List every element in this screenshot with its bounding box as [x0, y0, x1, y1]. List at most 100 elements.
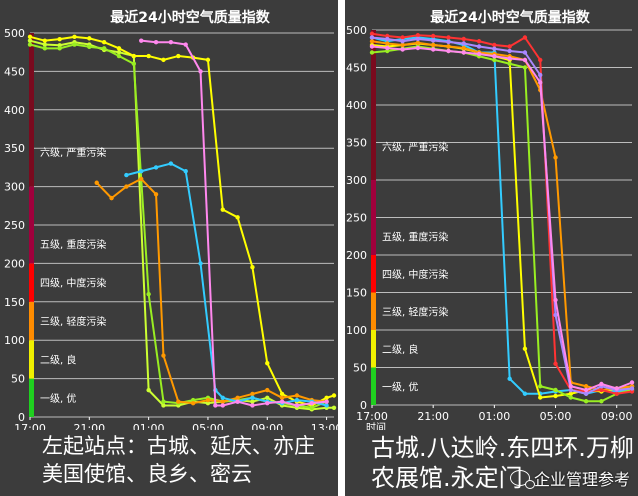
aqi-level-label: 二级, 良	[382, 343, 418, 356]
data-point	[146, 53, 151, 59]
aqi-level-band	[29, 340, 34, 379]
data-point	[369, 35, 375, 40]
data-point	[139, 169, 144, 174]
y-tick-label: 200	[4, 257, 25, 270]
aqi-level-label: 五级, 重度污染	[382, 230, 448, 243]
data-point	[507, 48, 512, 54]
data-point	[42, 38, 48, 43]
y-tick-label: 350	[346, 137, 367, 150]
data-point	[522, 35, 528, 40]
data-point	[161, 57, 166, 63]
data-point	[176, 399, 181, 404]
data-point	[461, 45, 466, 51]
data-point	[446, 35, 451, 40]
y-tick-label: 250	[4, 219, 25, 232]
x-tick-label: 09:00	[251, 422, 283, 430]
aqi-level-band	[371, 255, 376, 293]
data-point	[446, 48, 451, 54]
data-point	[538, 384, 543, 389]
data-point	[87, 36, 92, 41]
aqi-level-band	[371, 330, 376, 368]
data-point	[568, 387, 574, 393]
data-point	[583, 384, 589, 389]
data-point	[446, 39, 451, 45]
x-tick-label: 05:00	[540, 410, 572, 423]
data-point	[507, 56, 512, 61]
data-point	[599, 399, 604, 404]
y-tick-label: 500	[4, 27, 25, 40]
series-line	[141, 39, 327, 407]
data-point	[553, 297, 558, 303]
data-point	[205, 397, 211, 403]
data-point	[176, 53, 181, 59]
data-point	[265, 400, 270, 406]
series-line	[371, 36, 633, 395]
y-tick-label: 250	[346, 212, 367, 225]
y-tick-label: 400	[346, 99, 367, 112]
x-tick-label: 13:00	[311, 422, 338, 430]
data-point	[522, 346, 528, 351]
data-point	[430, 42, 436, 48]
data-point	[400, 47, 405, 52]
y-tick-label: 400	[4, 104, 25, 117]
data-point	[161, 403, 166, 408]
data-point	[205, 57, 211, 63]
data-point	[599, 387, 604, 393]
data-point	[538, 80, 543, 85]
x-axis-label: 时间	[366, 421, 386, 430]
y-tick-label: 100	[346, 324, 367, 337]
aqi-level-label: 二级, 良	[40, 353, 76, 366]
data-point	[507, 61, 512, 66]
data-point	[553, 312, 558, 318]
data-point	[309, 405, 314, 410]
data-point	[476, 39, 482, 44]
data-point	[583, 387, 589, 393]
data-point	[27, 38, 33, 43]
chart-panel-right: 最近24小时空气质量指数 0 50 100 150 200 250 300 350 400 450 5…	[345, 0, 638, 496]
series-line	[96, 177, 327, 405]
data-point	[190, 397, 196, 403]
data-point	[476, 44, 482, 49]
data-point	[161, 399, 166, 404]
data-point	[198, 261, 203, 266]
data-point	[213, 403, 218, 408]
data-point	[161, 353, 166, 358]
data-point	[331, 405, 337, 410]
data-point	[250, 265, 255, 270]
data-point	[309, 400, 314, 406]
y-tick-label: 100	[4, 334, 25, 347]
data-point	[599, 381, 604, 387]
x-tick-label: 01:00	[133, 422, 165, 430]
chart-title: 最近24小时空气质量指数	[430, 9, 590, 26]
data-point	[250, 403, 255, 408]
data-point	[220, 395, 225, 400]
aqi-level-band	[371, 30, 376, 180]
data-point	[190, 400, 196, 406]
y-tick-label: 300	[346, 174, 367, 187]
data-point	[124, 184, 129, 189]
data-point	[72, 42, 77, 47]
data-point	[146, 291, 151, 297]
y-tick-label: 200	[346, 249, 367, 262]
data-point	[476, 51, 482, 57]
data-point	[568, 391, 574, 396]
aqi-level-label: 六级, 严重污染	[40, 146, 106, 159]
data-point	[369, 31, 375, 36]
data-point	[131, 53, 137, 59]
data-point	[430, 38, 436, 43]
data-point	[153, 40, 159, 45]
data-point	[57, 46, 62, 51]
aqi-level-band	[371, 180, 376, 255]
aqi-level-label: 四级, 中度污染	[40, 277, 106, 290]
caption-line-2: 农展馆.永定门	[371, 464, 523, 492]
data-point	[250, 395, 255, 400]
data-point	[446, 44, 451, 49]
series-line	[371, 45, 633, 403]
data-point	[415, 45, 421, 51]
data-point	[369, 39, 375, 44]
data-point	[183, 169, 188, 174]
aqi-level-label: 一级, 优	[40, 392, 76, 405]
data-point	[42, 42, 48, 47]
data-point	[109, 195, 114, 201]
data-point	[235, 399, 240, 404]
